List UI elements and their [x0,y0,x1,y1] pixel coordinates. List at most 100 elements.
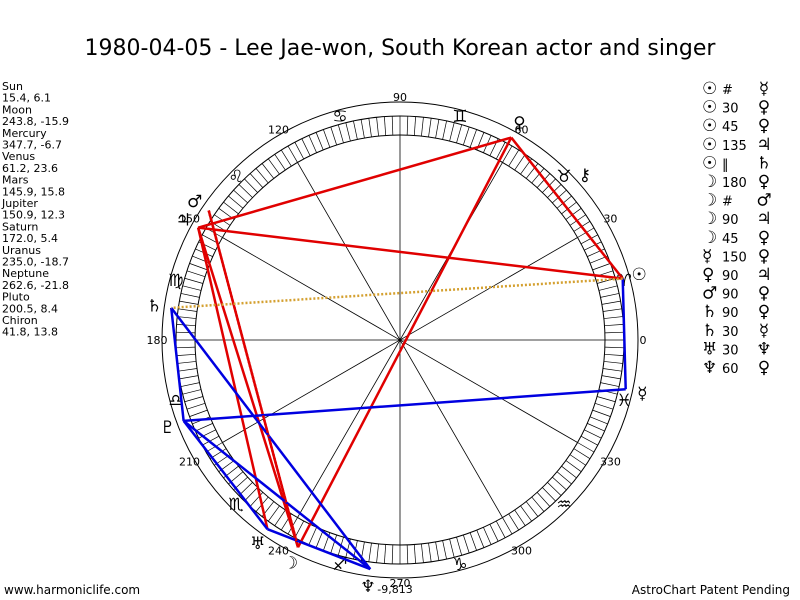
zodiac-sign: ♉ [556,167,571,187]
ring-tick [345,122,351,142]
aspect-planet: ♀ [758,228,770,248]
ring-tick [556,471,572,485]
degree-label: 240 [268,544,289,557]
aspect-line [296,136,513,548]
ring-tick [483,527,492,545]
ring-tick [413,544,416,564]
ring-tick [514,154,526,171]
aspect-line [621,278,627,390]
aspect-planet: ☽ [702,191,717,211]
ring-tick [442,120,447,140]
ring-tick [177,316,197,319]
aspect-type: 45 [722,232,739,247]
ring-tick [469,129,477,148]
ring-tick [244,487,258,502]
aspect-planet: ☽ [702,228,717,248]
aspect-line [207,210,300,548]
ring-tick [294,520,305,538]
ring-tick [604,331,624,334]
aspect-type: 90 [722,306,739,321]
degree-label: 150 [179,213,200,226]
planet-glyph: ⚷ [579,166,591,186]
ring-tick [180,382,200,387]
zodiac-sign: ♊ [452,107,467,127]
degree-label: 90 [393,91,407,104]
ring-tick [205,442,223,453]
aspect-line [170,307,185,422]
ring-tick [584,241,602,251]
ring-tick [238,184,253,198]
planet-name: Sun [2,80,23,93]
aspect-planet: ☽ [702,172,717,192]
ring-tick [249,173,264,188]
planet-name: Venus [2,150,35,163]
aspect-planet: ♆ [756,339,771,359]
ring-tick [180,293,200,298]
ring-tick [435,119,440,139]
ring-tick [587,423,605,432]
ring-tick [594,403,614,410]
wheel: 0306090120150180210240270300330♈♉♊♋♌♍♎♏♐… [147,91,647,590]
ring-tick [603,361,623,364]
ring-tick [456,536,463,556]
ring-tick [600,293,620,298]
ring-tick [228,195,244,209]
ring-tick [463,534,470,554]
zodiac-sign: ♌ [228,167,243,187]
ring-tick [391,116,394,136]
aspect-planet: ♀ [758,98,770,118]
planet-glyph: ♃ [176,210,191,230]
planet-position: 347.7, -6.7 [2,139,62,152]
aspect-type: 180 [722,176,747,191]
ring-tick [536,492,551,507]
ring-tick [536,173,551,188]
ring-tick [176,346,196,349]
aspect-planet: ♃ [756,135,771,155]
ring-tick [261,163,275,179]
planet-glyph: ☉ [631,265,646,285]
ring-tick [580,234,598,245]
aspect-planet: ☉ [702,135,717,155]
ring-tick [577,442,595,453]
planet-name: Neptune [2,267,49,280]
ring-tick [376,543,379,563]
aspect-planet: ☉ [702,79,717,99]
aspect-type: 30 [722,343,739,358]
aspect-planet: ♀ [702,265,714,285]
ring-tick [186,270,206,277]
aspect-planet: ♃ [756,209,771,229]
ring-tick [178,308,198,312]
planet-position: 243.8, -15.9 [2,115,69,128]
ring-tick [244,178,258,193]
ring-tick [182,389,202,395]
ring-tick [186,403,206,410]
ring-tick [476,529,485,548]
aspect-line [510,136,624,280]
planet-position: 41.8, 13.8 [2,326,58,339]
planet-glyph: ☽ [283,554,298,574]
ring-tick [315,529,324,548]
ring-tick [428,118,432,138]
zodiac-sign: ♍ [168,271,183,291]
aspect-planet: ☉ [702,98,717,118]
ring-tick [421,543,424,563]
aspect-planet: ♀ [758,302,770,322]
aspect-planet: ♆ [702,358,717,378]
ring-tick [406,544,409,564]
aspect-type: 30 [722,102,739,117]
aspect-type: 135 [722,139,747,154]
ring-tick [604,353,624,356]
ring-tick [281,149,292,167]
aspect-planet: ♀ [758,358,770,378]
ring-tick [508,149,519,167]
ring-tick [413,116,416,136]
planet-position: 262.6, -21.8 [2,279,69,292]
ring-tick [604,324,624,327]
footer-right: AstroChart Patent Pending [632,583,790,597]
ring-tick [449,122,455,142]
planet-position: 200.5, 8.4 [2,302,58,315]
ring-tick [547,482,562,496]
aspect-lines: ☉ ☽ ☿ ♀ ♂♃ ♄ ♅ ♆ ♇ ⚷ [147,114,648,597]
ring-tick [442,540,447,560]
aspect-type: 90 [722,288,739,303]
